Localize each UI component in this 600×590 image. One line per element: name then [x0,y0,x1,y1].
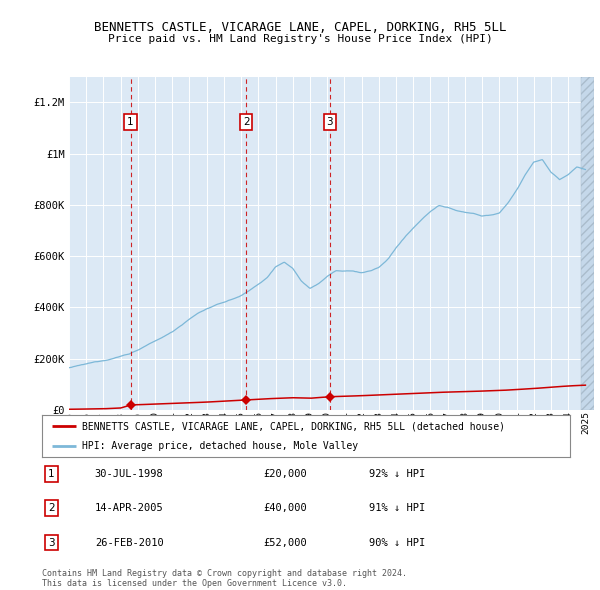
Text: 92% ↓ HPI: 92% ↓ HPI [370,469,425,479]
Text: 14-APR-2005: 14-APR-2005 [95,503,164,513]
Bar [581,77,594,410]
Text: 2: 2 [48,503,55,513]
Text: 26-FEB-2010: 26-FEB-2010 [95,537,164,548]
Text: £52,000: £52,000 [264,537,308,548]
Text: This data is licensed under the Open Government Licence v3.0.: This data is licensed under the Open Gov… [42,579,347,588]
Text: Price paid vs. HM Land Registry's House Price Index (HPI): Price paid vs. HM Land Registry's House … [107,34,493,44]
Text: Contains HM Land Registry data © Crown copyright and database right 2024.: Contains HM Land Registry data © Crown c… [42,569,407,578]
Text: BENNETTS CASTLE, VICARAGE LANE, CAPEL, DORKING, RH5 5LL: BENNETTS CASTLE, VICARAGE LANE, CAPEL, D… [94,21,506,34]
Text: £40,000: £40,000 [264,503,308,513]
Text: 3: 3 [326,117,333,127]
Text: 1: 1 [48,469,55,479]
Text: 2: 2 [243,117,250,127]
Text: 91% ↓ HPI: 91% ↓ HPI [370,503,425,513]
Text: 1: 1 [127,117,134,127]
Text: 90% ↓ HPI: 90% ↓ HPI [370,537,425,548]
Text: £20,000: £20,000 [264,469,308,479]
Text: HPI: Average price, detached house, Mole Valley: HPI: Average price, detached house, Mole… [82,441,358,451]
Text: 3: 3 [48,537,55,548]
Text: BENNETTS CASTLE, VICARAGE LANE, CAPEL, DORKING, RH5 5LL (detached house): BENNETTS CASTLE, VICARAGE LANE, CAPEL, D… [82,421,505,431]
Text: 30-JUL-1998: 30-JUL-1998 [95,469,164,479]
